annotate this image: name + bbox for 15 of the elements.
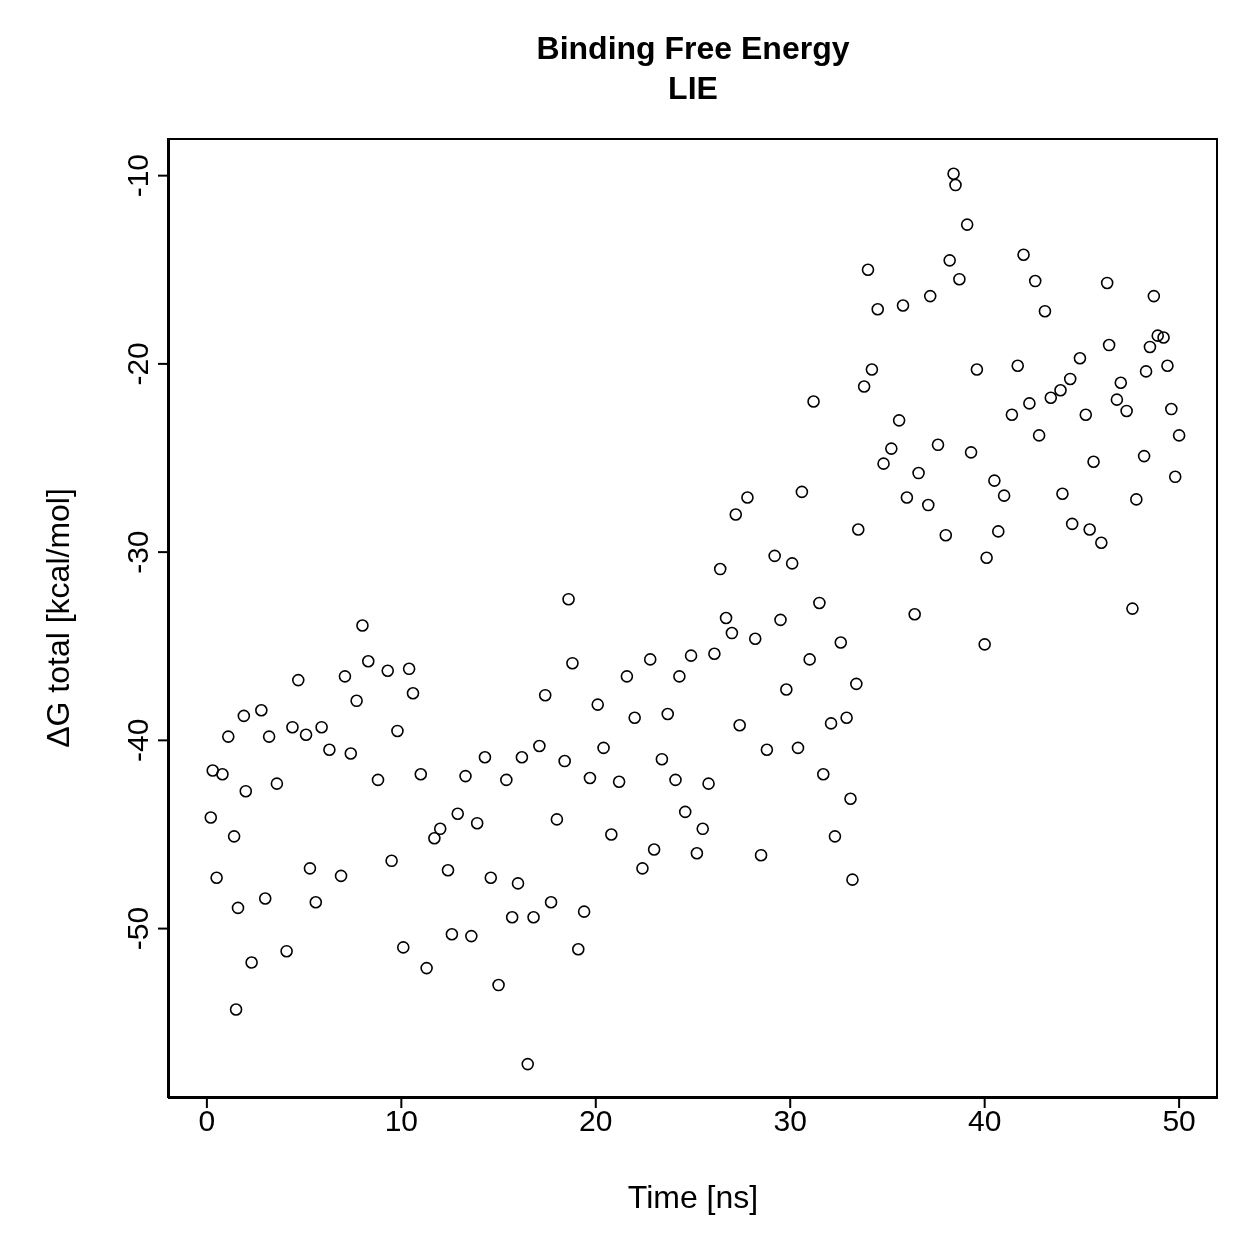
x-tick-label: 40 [967, 1104, 1002, 1138]
x-tick-label: 30 [773, 1104, 807, 1138]
y-tick-label: -20 [121, 342, 154, 386]
y-axis-title: ΔG total [kcal/mol] [40, 488, 77, 748]
x-tick-label: 0 [198, 1104, 216, 1138]
x-tick-label: 10 [384, 1104, 419, 1138]
y-tick-label: -30 [121, 530, 154, 574]
x-tick-label: 50 [1162, 1104, 1196, 1138]
x-tick-label: 20 [579, 1104, 613, 1138]
y-tick-label: -10 [121, 153, 154, 198]
chart-subtitle: LIE [667, 69, 719, 108]
chart-title: Binding Free Energy [535, 29, 851, 68]
x-axis-title: Time [ns] [627, 1179, 759, 1215]
y-tick-label: -50 [121, 906, 154, 951]
y-tick-label: -40 [121, 718, 154, 763]
